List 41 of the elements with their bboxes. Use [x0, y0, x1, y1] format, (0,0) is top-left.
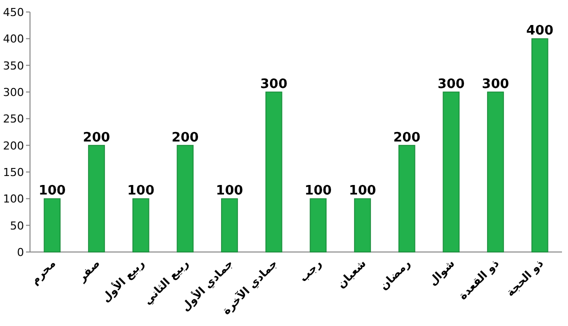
bar	[265, 92, 282, 252]
data-label: 300	[260, 77, 288, 92]
data-label: 300	[438, 77, 465, 92]
y-tick-label: 200	[3, 139, 24, 152]
bar	[176, 144, 194, 252]
x-tick-label: رجب	[296, 256, 324, 284]
data-label: 100	[348, 184, 376, 199]
bar	[88, 144, 105, 252]
bar	[221, 198, 238, 252]
data-label: 100	[38, 184, 66, 199]
data-label: 300	[482, 77, 510, 92]
x-tick-label: شعبان	[334, 256, 369, 291]
bar	[354, 198, 371, 252]
x-tick-label: محرم	[28, 256, 58, 288]
data-label: 100	[127, 184, 154, 199]
y-tick-label: 300	[3, 86, 24, 99]
data-label: 200	[172, 130, 199, 146]
y-tick-label: 250	[3, 112, 24, 126]
bar	[398, 144, 416, 252]
bar	[487, 92, 504, 252]
data-label: 400	[526, 24, 554, 39]
y-tick-label: 100	[3, 192, 24, 206]
y-tick-label: 150	[3, 166, 24, 179]
x-tick-label: ذو الحجة	[504, 256, 546, 300]
y-tick-label: 50	[10, 219, 24, 232]
data-label: 200	[82, 130, 110, 146]
y-tick-label: 350	[3, 59, 24, 72]
y-tick-label: 0	[17, 246, 24, 259]
data-label: 100	[216, 184, 244, 199]
bar	[132, 198, 150, 252]
x-tick-label: ذو القعدة	[456, 256, 502, 302]
y-tick-label: 400	[3, 32, 24, 46]
data-label: 200	[393, 130, 420, 146]
data-label: 100	[304, 184, 332, 199]
bar	[531, 38, 548, 252]
y-tick-label: 450	[3, 6, 24, 19]
x-tick-label: رمضان	[377, 256, 413, 293]
bar	[310, 198, 327, 252]
bar	[44, 198, 61, 252]
x-tick-label: شوال	[426, 256, 458, 288]
bar	[442, 92, 460, 252]
